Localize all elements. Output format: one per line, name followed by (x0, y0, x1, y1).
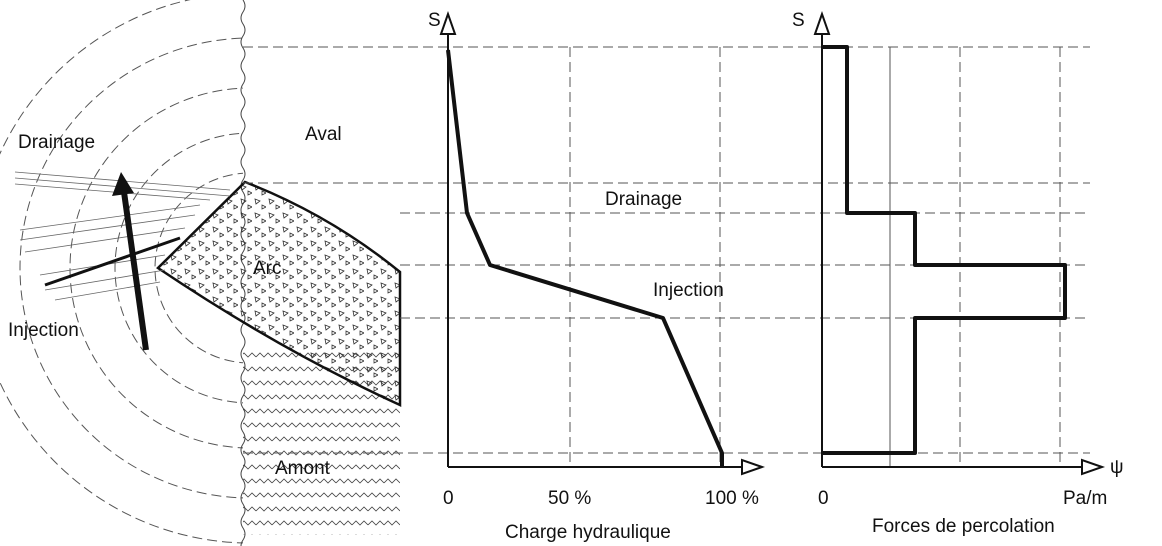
injection-line (44, 236, 181, 287)
label-amont: Amont (275, 458, 331, 479)
flow-arrow-head (112, 172, 134, 196)
axis-arrow (741, 458, 766, 476)
axis-label: S (792, 10, 805, 31)
tick-label: 50 % (548, 488, 591, 509)
chart-title: Forces de percolation (872, 516, 1055, 537)
axis-arrow (439, 10, 457, 35)
label-injection: Injection (8, 320, 79, 341)
axis-arrow (1081, 458, 1106, 476)
grid (243, 46, 1090, 467)
flow-arrow (121, 191, 149, 351)
concentric-arcs (0, 0, 243, 544)
label-aval: Aval (305, 124, 342, 145)
label-arc: Arc (253, 258, 282, 279)
percolation-step (822, 45, 1067, 455)
label-drainage: Drainage (18, 132, 95, 153)
chart-title: Charge hydraulique (505, 522, 671, 543)
arc-block (156, 180, 402, 407)
tick-label: Pa/m (1063, 488, 1107, 509)
tick-label: 0 (443, 488, 454, 509)
left-panel: Drainage Aval Arc Injection Amont (0, 0, 402, 546)
label-injection: Injection (653, 280, 724, 301)
hydraulic-curve (446, 49, 724, 467)
axis-label: S (428, 10, 441, 31)
label-drainage: Drainage (605, 189, 682, 210)
tick-label: 100 % (705, 488, 759, 509)
tick-label: 0 (818, 488, 829, 509)
axis-label: ψ (1110, 457, 1124, 478)
axis-arrow (813, 10, 831, 35)
percolation-chart: S ψ 0 Pa/m Forces de percolation (792, 10, 1124, 537)
hydraulic-chart: S Drainage Injection 0 50 % 100 % Charge… (428, 10, 766, 543)
